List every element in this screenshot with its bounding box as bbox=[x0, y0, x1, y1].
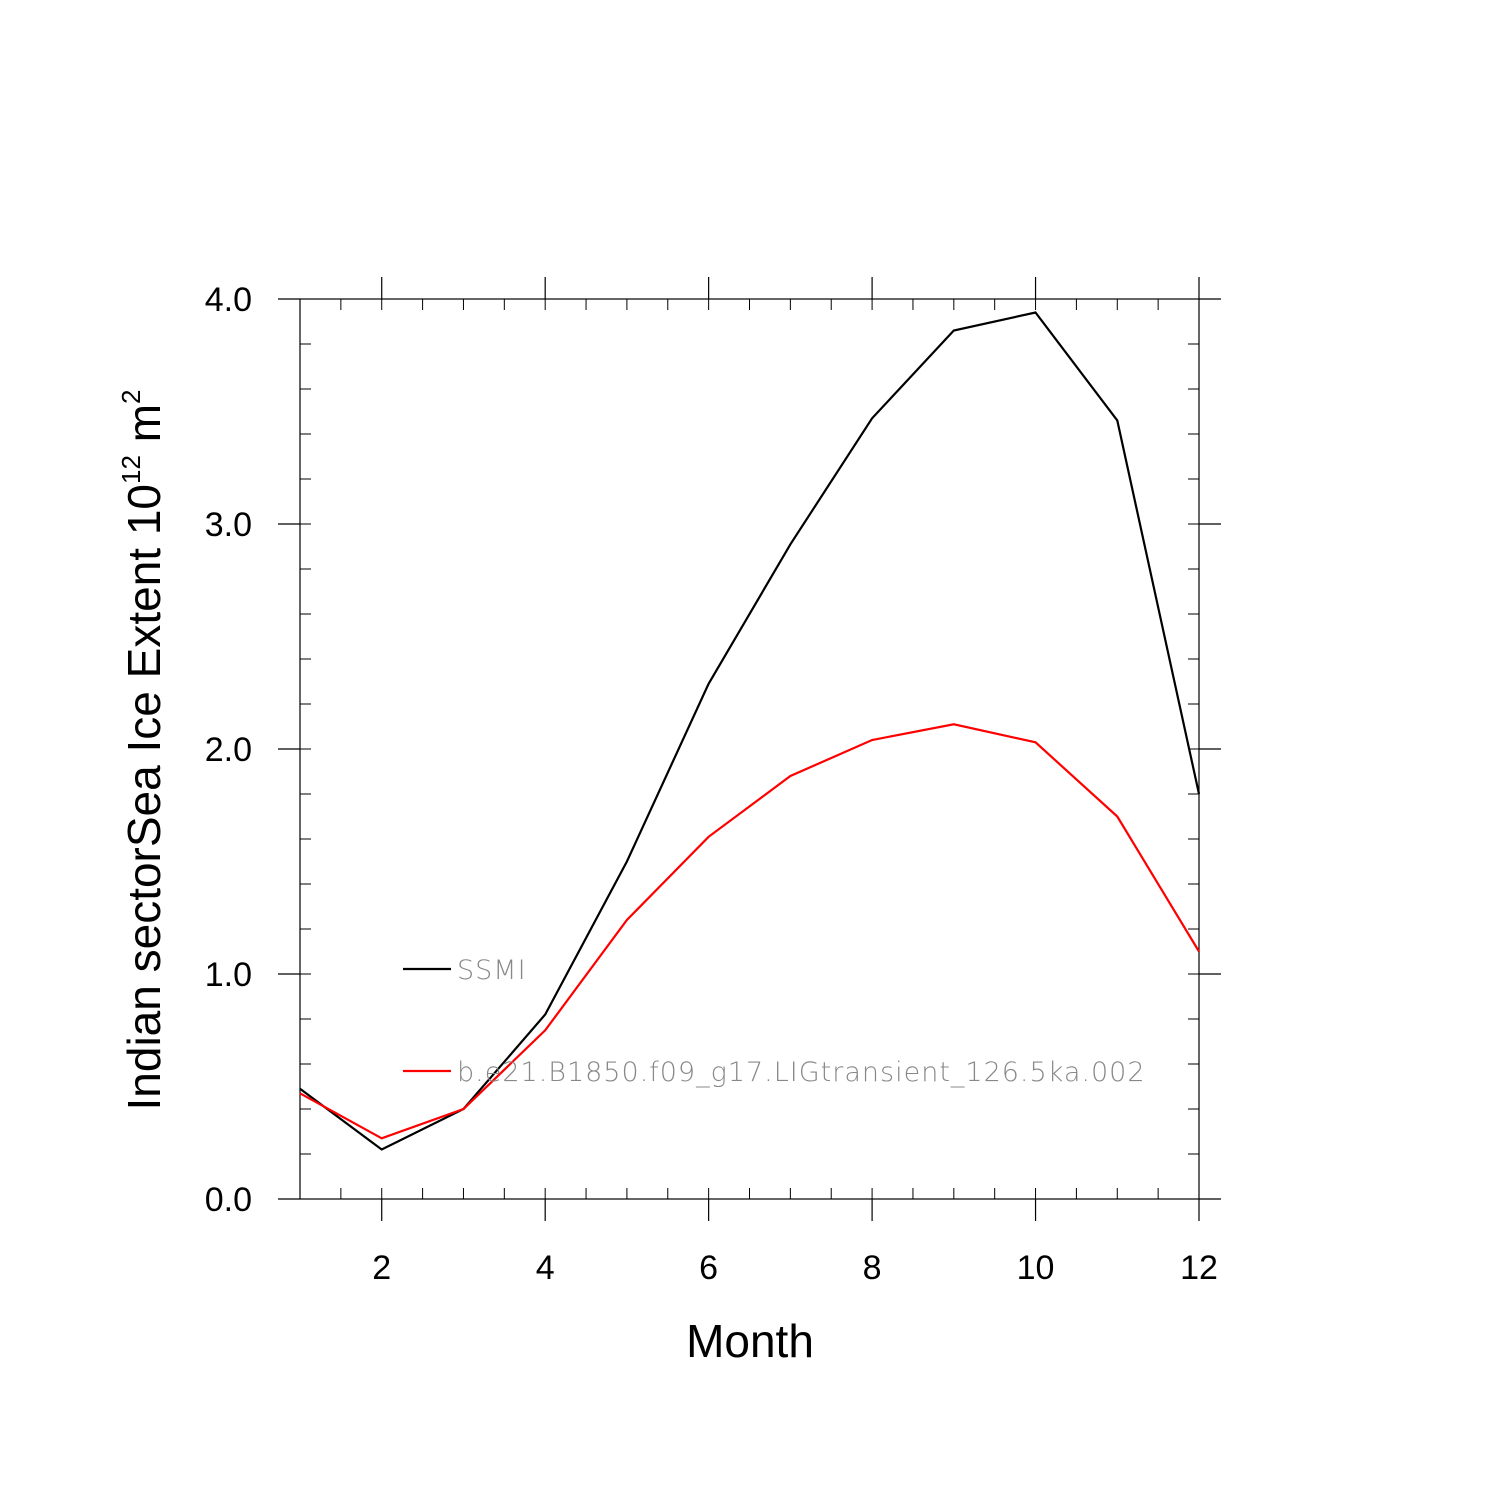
y-axis-title: Indian sectorSea Ice Extent 1012 m2 bbox=[116, 389, 170, 1110]
x-axis-title: Month bbox=[686, 1315, 814, 1367]
legend-label-2: b.e21.B1850.f09_g17.LIGtransient_126.5ka… bbox=[457, 1057, 1146, 1088]
y-tick-label: 1.0 bbox=[205, 956, 252, 994]
major-ticks bbox=[278, 277, 1221, 1221]
x-tick-label: 10 bbox=[1017, 1249, 1055, 1287]
series-line-1 bbox=[299, 311, 1201, 1151]
y-tick-label: 2.0 bbox=[205, 731, 252, 769]
series-layer bbox=[299, 311, 1201, 1151]
y-tick-labels: 0.0 1.0 2.0 3.0 4.0 bbox=[205, 281, 252, 1219]
x-tick-label: 2 bbox=[372, 1249, 391, 1287]
y-tick-label: 0.0 bbox=[205, 1181, 252, 1219]
x-tick-labels: 2 4 6 8 10 12 bbox=[372, 1249, 1218, 1287]
x-tick-label: 8 bbox=[863, 1249, 882, 1287]
legend-label-1: SSMI bbox=[457, 955, 527, 986]
y-tick-label: 4.0 bbox=[205, 281, 252, 319]
series-line-2 bbox=[299, 723, 1200, 1140]
x-tick-label: 6 bbox=[699, 1249, 718, 1287]
y-axis-title-main: Indian sectorSea Ice Extent 10 bbox=[118, 484, 170, 1111]
y-tick-label: 3.0 bbox=[205, 506, 252, 544]
x-tick-label: 12 bbox=[1180, 1249, 1218, 1287]
y-axis-title-unit-exponent: 2 bbox=[116, 389, 146, 403]
minor-ticks bbox=[299, 298, 1200, 1200]
y-axis-title-exponent: 12 bbox=[116, 455, 146, 484]
x-tick-label: 4 bbox=[536, 1249, 555, 1287]
legend: SSMI b.e21.B1850.f09_g17.LIGtransient_126… bbox=[403, 955, 1146, 1088]
y-axis-title-unit: m bbox=[118, 404, 170, 455]
plot-frame bbox=[299, 298, 1200, 1200]
